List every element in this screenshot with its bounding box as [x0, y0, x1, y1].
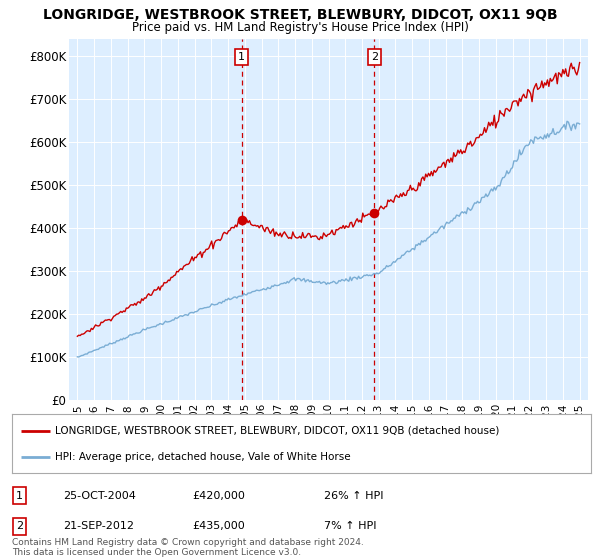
Text: 7% ↑ HPI: 7% ↑ HPI: [324, 521, 377, 531]
Text: £420,000: £420,000: [192, 491, 245, 501]
Text: 25-OCT-2004: 25-OCT-2004: [63, 491, 136, 501]
Text: 1: 1: [16, 491, 23, 501]
Text: 26% ↑ HPI: 26% ↑ HPI: [324, 491, 383, 501]
Text: HPI: Average price, detached house, Vale of White Horse: HPI: Average price, detached house, Vale…: [55, 452, 351, 462]
Text: 21-SEP-2012: 21-SEP-2012: [63, 521, 134, 531]
Text: 2: 2: [16, 521, 23, 531]
Text: LONGRIDGE, WESTBROOK STREET, BLEWBURY, DIDCOT, OX11 9QB (detached house): LONGRIDGE, WESTBROOK STREET, BLEWBURY, D…: [55, 426, 500, 436]
Text: Price paid vs. HM Land Registry's House Price Index (HPI): Price paid vs. HM Land Registry's House …: [131, 21, 469, 34]
Text: 2: 2: [371, 52, 378, 62]
Text: £435,000: £435,000: [192, 521, 245, 531]
Text: LONGRIDGE, WESTBROOK STREET, BLEWBURY, DIDCOT, OX11 9QB: LONGRIDGE, WESTBROOK STREET, BLEWBURY, D…: [43, 8, 557, 22]
Text: Contains HM Land Registry data © Crown copyright and database right 2024.
This d: Contains HM Land Registry data © Crown c…: [12, 538, 364, 557]
Text: 1: 1: [238, 52, 245, 62]
